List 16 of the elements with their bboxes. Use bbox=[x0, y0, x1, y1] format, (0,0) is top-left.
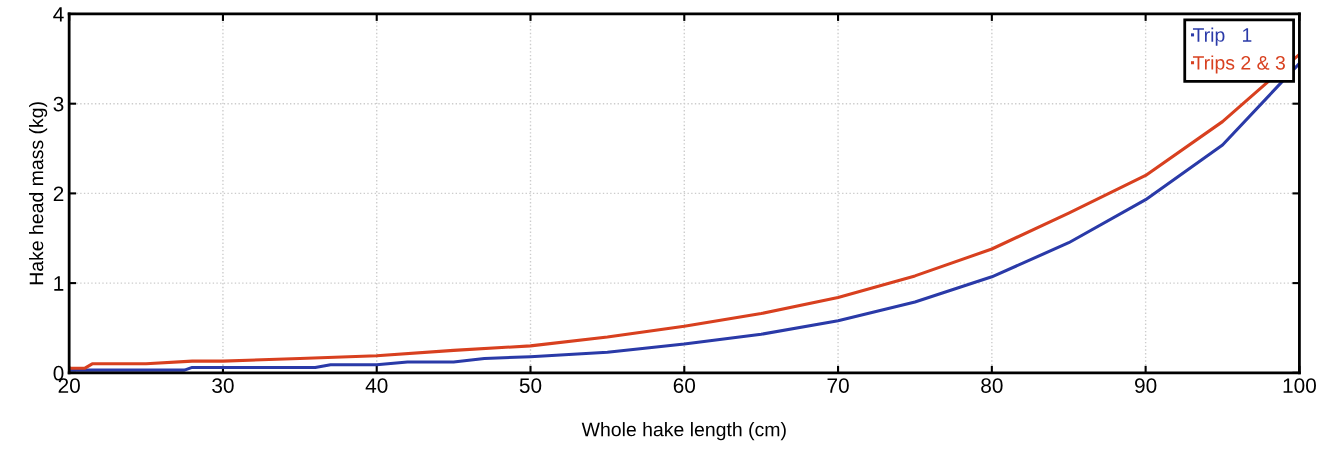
legend-label: Trip 1 bbox=[1192, 27, 1252, 46]
x-tick-label: 100 bbox=[1283, 378, 1316, 393]
y-tick-label: 1 bbox=[54, 276, 64, 291]
x-tick-label: 30 bbox=[212, 378, 234, 393]
x-tick-label: 90 bbox=[1135, 378, 1157, 393]
legend-label: Trips 2 & 3 bbox=[1192, 55, 1285, 74]
x-tick-label: 50 bbox=[519, 378, 542, 393]
x-tick-label: 80 bbox=[981, 378, 1003, 393]
y-axis-title: Hake head mass (kg) bbox=[29, 102, 48, 285]
y-tick-label: 4 bbox=[53, 7, 64, 22]
y-tick-label: 2 bbox=[53, 186, 64, 201]
x-tick-label: 40 bbox=[365, 378, 388, 393]
x-tick-label: 70 bbox=[827, 378, 849, 393]
x-axis-title: Whole hake length (cm) bbox=[581, 422, 786, 441]
x-tick-label: 60 bbox=[673, 378, 696, 393]
y-tick-label: 3 bbox=[53, 96, 64, 112]
